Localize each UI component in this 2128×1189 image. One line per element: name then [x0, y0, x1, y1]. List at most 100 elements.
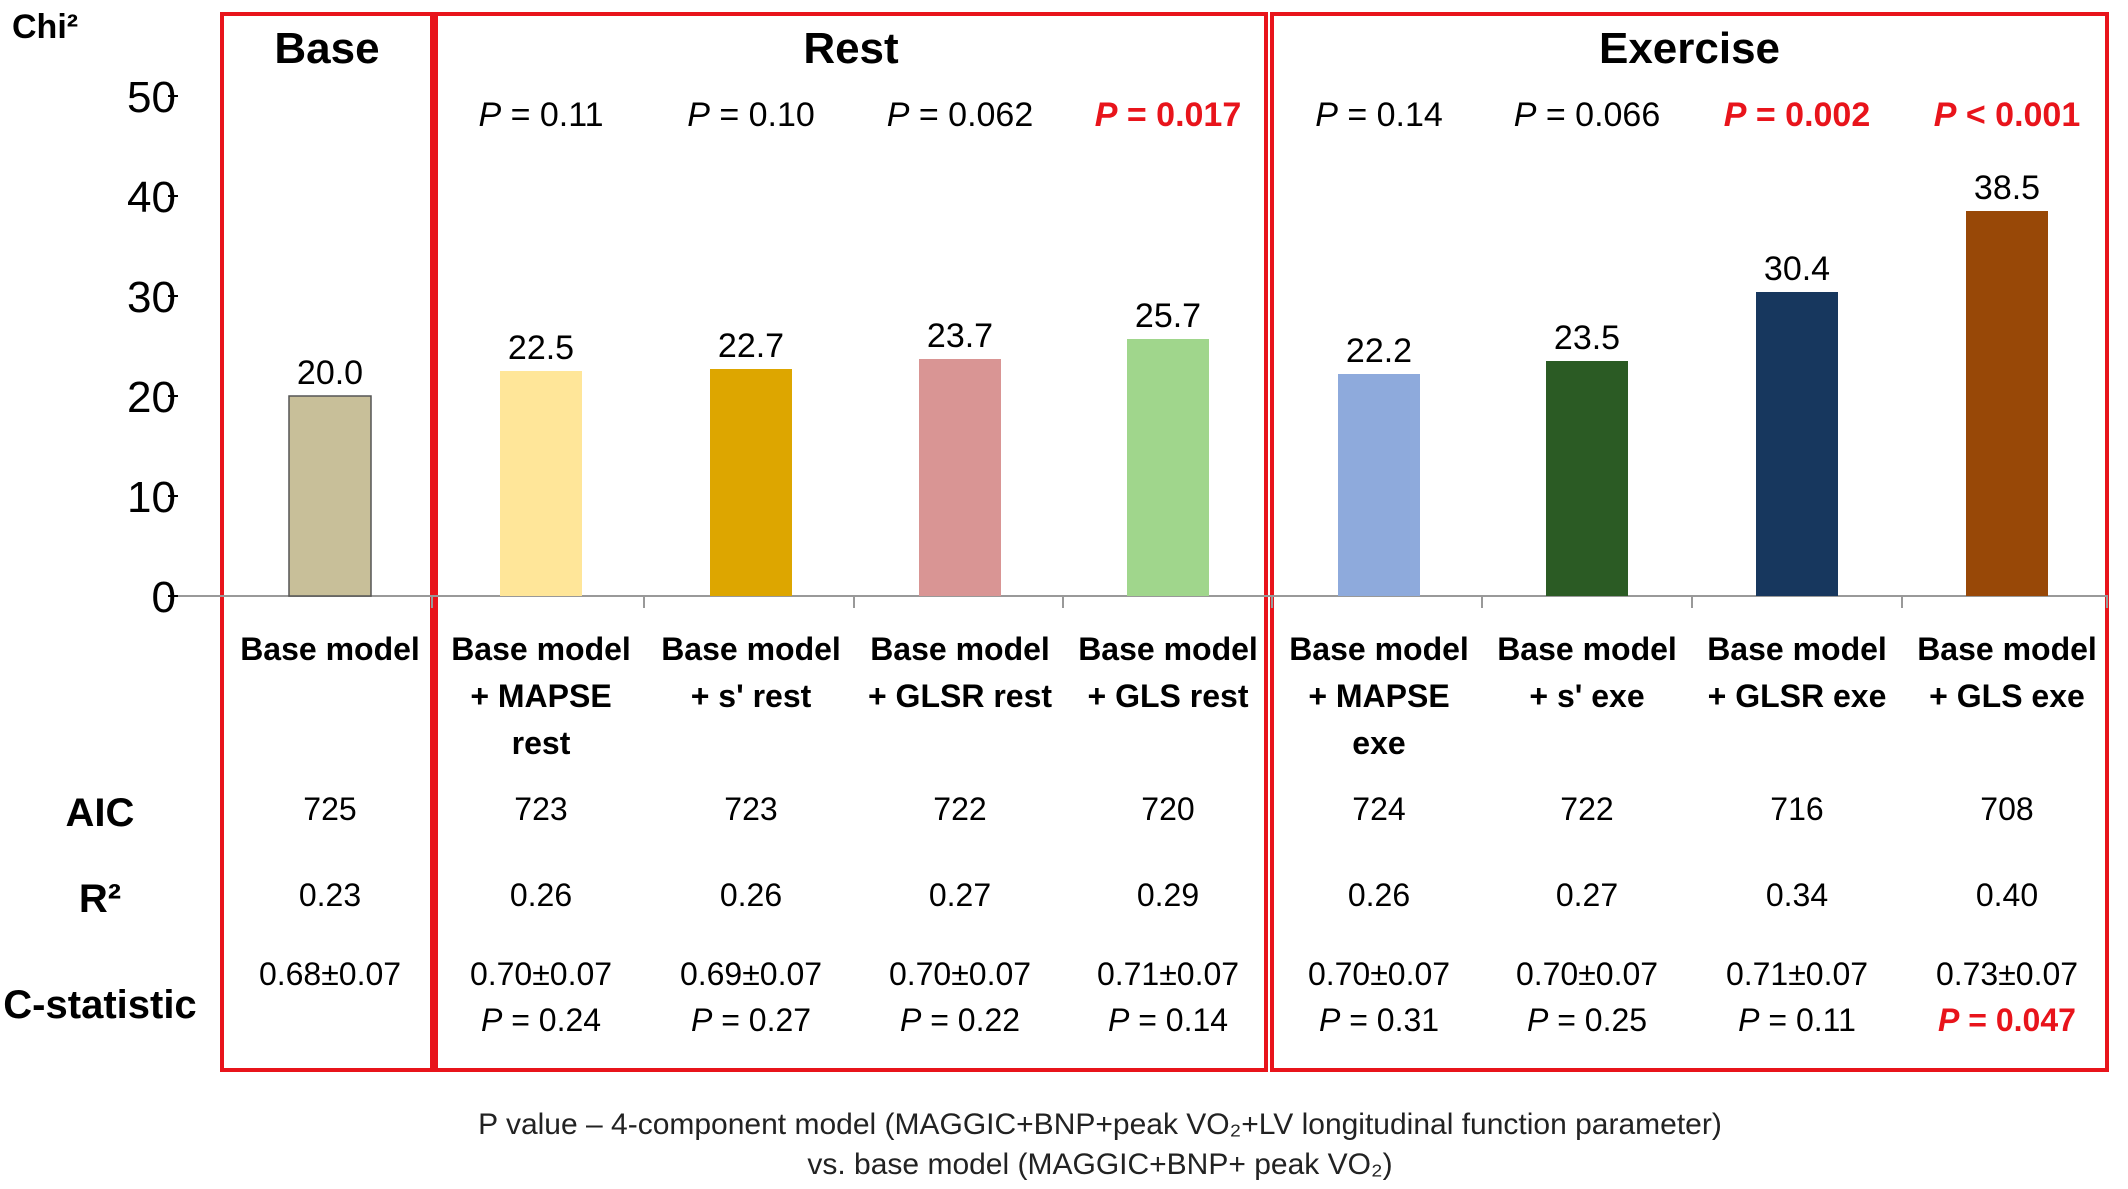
- y-tick-label: 30: [127, 273, 176, 322]
- bar: [1338, 374, 1420, 596]
- category-label: rest: [512, 725, 571, 761]
- bar: [710, 369, 792, 596]
- stats-table: AIC 725 723 723 722 720 724 722 716 708 R² 0.23 0.26…: [3, 791, 2078, 1038]
- table-cell: 720: [1141, 791, 1194, 827]
- bar-value-label: 38.5: [1974, 169, 2040, 207]
- bar-value-label: 23.7: [927, 317, 993, 355]
- p-value-label: P = 0.062: [887, 96, 1034, 134]
- category-label: + GLSR rest: [868, 678, 1052, 714]
- table-cell: 0.70±0.07: [889, 956, 1031, 992]
- bar-value-label: 22.2: [1346, 332, 1412, 370]
- p-value-labels: P = 0.11 P = 0.10 P = 0.062 P = 0.017 P = 0.…: [478, 96, 2080, 134]
- group-box-rest: [434, 12, 1268, 1072]
- y-tick-label: 10: [127, 473, 176, 522]
- table-cell: 0.73±0.07: [1936, 956, 2078, 992]
- bar-value-label: 20.0: [297, 354, 363, 392]
- category-label: Base model: [1917, 631, 2097, 667]
- table-cell: P = 0.14: [1108, 1002, 1228, 1038]
- table-cell: P = 0.047: [1938, 1002, 2076, 1038]
- category-label: Base model: [1497, 631, 1677, 667]
- row-label-aic: AIC: [66, 791, 135, 835]
- table-cell: 0.27: [929, 877, 991, 913]
- table-cell: 722: [1560, 791, 1613, 827]
- category-label: Base model: [661, 631, 841, 667]
- p-value-label: P = 0.10: [687, 96, 815, 134]
- category-labels: Base model Base model + MAPSE rest Base mode…: [240, 631, 2097, 761]
- category-label: Base model: [1289, 631, 1469, 667]
- category-label: Base model: [870, 631, 1050, 667]
- bar: [288, 395, 372, 597]
- table-cell: 0.26: [1348, 877, 1410, 913]
- table-cell: 0.23: [299, 877, 361, 913]
- table-cell: 722: [933, 791, 986, 827]
- category-label: exe: [1352, 725, 1405, 761]
- category-label: Base model: [240, 631, 420, 667]
- group-label-exercise: Exercise: [1599, 24, 1780, 73]
- bar-value-label: 22.5: [508, 329, 574, 367]
- table-cell: 0.29: [1137, 877, 1199, 913]
- table-cell: 716: [1770, 791, 1823, 827]
- table-cell: P = 0.25: [1527, 1002, 1647, 1038]
- table-cell: 0.70±0.07: [1516, 956, 1658, 992]
- footnote-line: P value – 4-component model (MAGGIC+BNP+…: [478, 1108, 1722, 1141]
- table-cell: 0.70±0.07: [1308, 956, 1450, 992]
- table-cell: 0.68±0.07: [259, 956, 401, 992]
- table-cell: 725: [303, 791, 356, 827]
- table-cell: 708: [1980, 791, 2033, 827]
- table-cell: 0.26: [510, 877, 572, 913]
- footnote-line: vs. base model (MAGGIC+BNP+ peak VO₂): [807, 1148, 1392, 1181]
- table-cell: P = 0.24: [481, 1002, 601, 1038]
- category-label: Base model: [1078, 631, 1258, 667]
- category-label: + s' exe: [1529, 678, 1644, 714]
- category-label: + MAPSE: [470, 678, 611, 714]
- table-cell: 723: [514, 791, 567, 827]
- table-cell: 0.71±0.07: [1097, 956, 1239, 992]
- table-cell: 0.70±0.07: [470, 956, 612, 992]
- y-axis-title: Chi²: [12, 8, 78, 46]
- group-label-base: Base: [274, 24, 379, 73]
- group-box-exercise: [1270, 12, 2109, 1072]
- category-label: Base model: [1707, 631, 1887, 667]
- group-boxes: Base Rest Exercise: [220, 12, 2109, 1072]
- p-value-label: P = 0.14: [1315, 96, 1443, 134]
- bar: [1546, 361, 1628, 596]
- category-label: + GLS rest: [1088, 678, 1249, 714]
- bar-value-label: 30.4: [1764, 250, 1830, 288]
- bar-value-label: 23.5: [1554, 319, 1620, 357]
- row-label-c-statistic: C-statistic: [3, 983, 196, 1027]
- table-cell: 0.40: [1976, 877, 2038, 913]
- y-tick-label: 0: [152, 573, 176, 622]
- p-value-label: P = 0.002: [1724, 96, 1871, 134]
- table-cell: P = 0.22: [900, 1002, 1020, 1038]
- p-value-label: P < 0.001: [1934, 96, 2081, 134]
- y-tick-label: 50: [127, 73, 176, 122]
- bar-value-label: 25.7: [1135, 297, 1201, 335]
- table-cell: 0.69±0.07: [680, 956, 822, 992]
- table-cell: 724: [1352, 791, 1405, 827]
- table-cell: 723: [724, 791, 777, 827]
- group-box-base: [220, 12, 434, 1072]
- table-cell: P = 0.31: [1319, 1002, 1439, 1038]
- p-value-label: P = 0.066: [1514, 96, 1661, 134]
- footnote: P value – 4-component model (MAGGIC+BNP+…: [478, 1108, 1722, 1181]
- y-tick-label: 20: [127, 373, 176, 422]
- table-cell: 0.26: [720, 877, 782, 913]
- table-cell: 0.27: [1556, 877, 1618, 913]
- table-cell: 0.34: [1766, 877, 1828, 913]
- category-label: Base model: [451, 631, 631, 667]
- bar: [500, 371, 582, 596]
- category-label: + GLS exe: [1929, 678, 2085, 714]
- category-label: + GLSR exe: [1708, 678, 1887, 714]
- bar: [919, 359, 1001, 596]
- p-value-label: P = 0.11: [478, 96, 603, 134]
- p-value-label: P = 0.017: [1095, 96, 1242, 134]
- group-label-rest: Rest: [803, 24, 899, 73]
- y-tick-label: 40: [127, 173, 176, 222]
- bar-value-label: 22.7: [718, 327, 784, 365]
- bar: [1966, 211, 2048, 596]
- category-label: + s' rest: [691, 678, 812, 714]
- bar: [1127, 339, 1209, 596]
- row-label-r-: R²: [79, 877, 121, 921]
- table-cell: 0.71±0.07: [1726, 956, 1868, 992]
